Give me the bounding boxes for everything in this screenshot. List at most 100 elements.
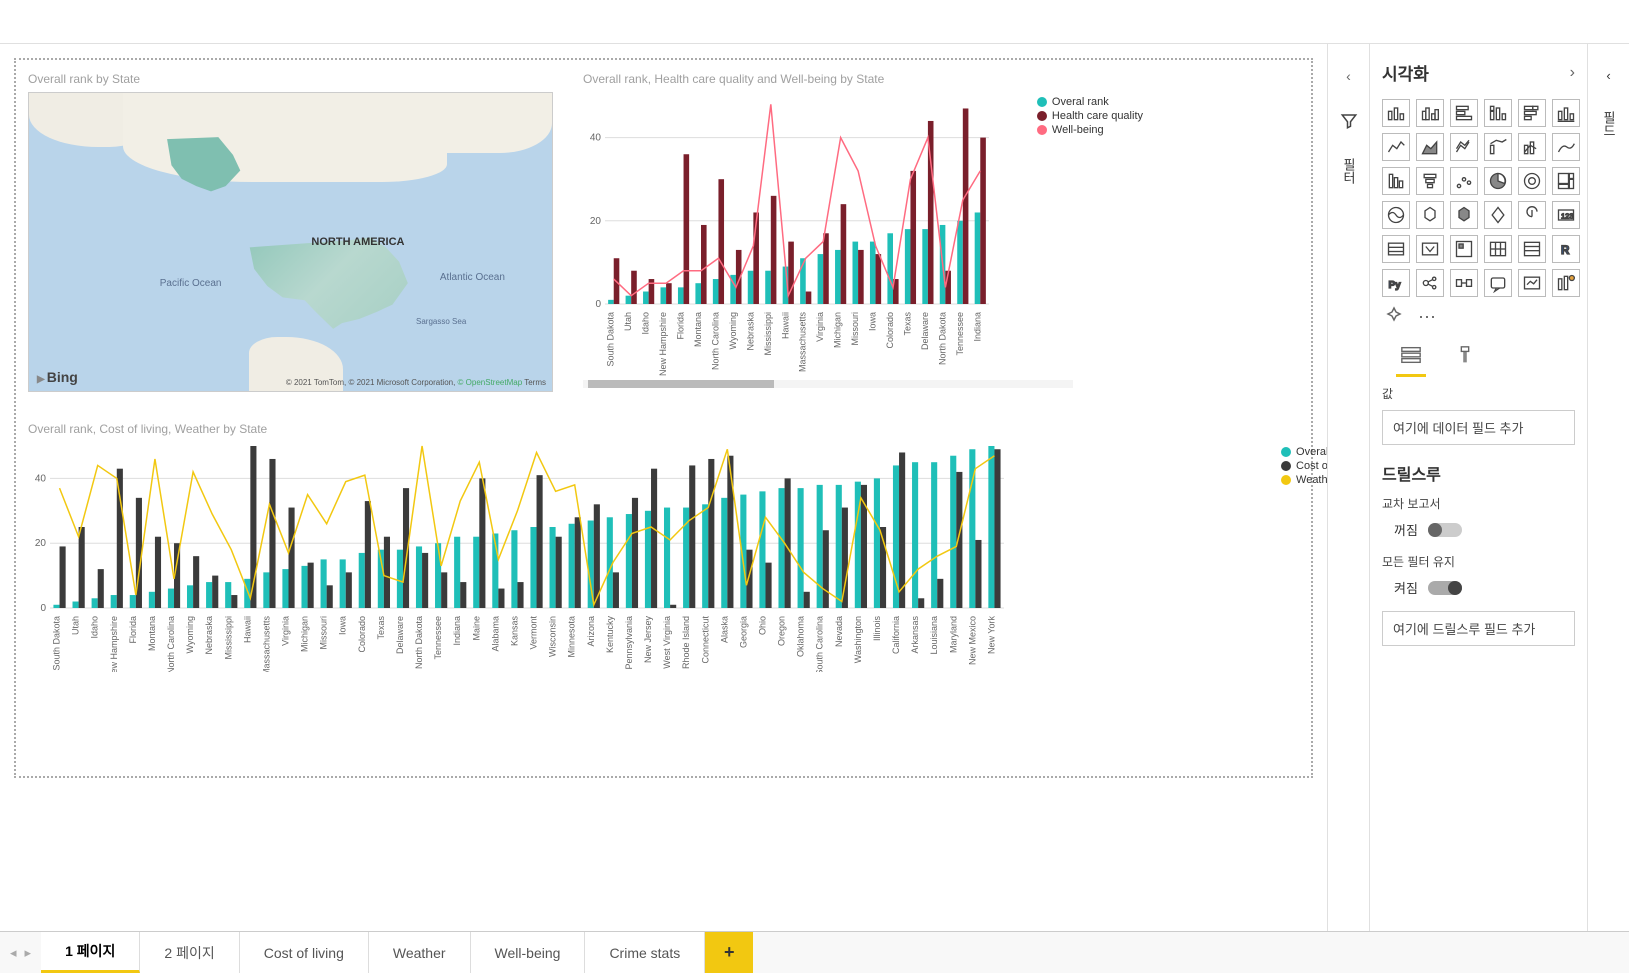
fields-pane-collapsed[interactable]: ‹ 필드 (1587, 44, 1629, 931)
collapse-chevron-icon[interactable]: › (1570, 64, 1575, 82)
viz-type-icon-8[interactable] (1450, 133, 1478, 161)
map-label-atlantic: Atlantic Ocean (440, 272, 505, 283)
viz-type-icon-6[interactable] (1382, 133, 1410, 161)
viz-type-icon-27[interactable] (1484, 235, 1512, 263)
add-page-button[interactable]: + (705, 932, 753, 973)
viz-type-icon-4[interactable] (1518, 99, 1546, 127)
report-canvas: Overall rank by State NORTH AMERICA Paci… (0, 44, 1327, 931)
svg-text:123: 123 (1561, 211, 1574, 220)
viz-type-icon-22[interactable] (1518, 201, 1546, 229)
page-tab[interactable]: Cost of living (240, 932, 369, 973)
svg-text:Delaware: Delaware (920, 312, 930, 350)
canvas-selection[interactable]: Overall rank by State NORTH AMERICA Paci… (14, 58, 1313, 778)
map-label-sargasso: Sargasso Sea (416, 317, 466, 326)
svg-text:Utah: Utah (71, 616, 81, 635)
values-drop-well[interactable]: 여기에 데이터 필드 추가 (1382, 410, 1575, 445)
viz-type-icon-0[interactable] (1382, 99, 1410, 127)
svg-text:R: R (1561, 244, 1570, 257)
viz-type-icon-33[interactable] (1484, 269, 1512, 297)
viz-type-icon-3[interactable] (1484, 99, 1512, 127)
svg-text:South Carolina: South Carolina (815, 616, 825, 672)
chart-bottom-legend: Overal rankCost of livingWeather (1281, 444, 1327, 488)
viz-type-icon-32[interactable] (1450, 269, 1478, 297)
svg-text:Nebraska: Nebraska (204, 616, 214, 655)
svg-text:Alaska: Alaska (719, 616, 729, 643)
filters-pane-collapsed[interactable]: ‹ 필터 (1327, 44, 1369, 931)
page-tab[interactable]: Weather (369, 932, 471, 973)
viz-more-icon[interactable]: ⋯ (1414, 307, 1436, 328)
viz-type-icon-17[interactable] (1552, 167, 1580, 195)
fields-tab-icon[interactable] (1396, 345, 1426, 377)
svg-text:North Carolina: North Carolina (166, 616, 176, 672)
viz-type-icon-20[interactable] (1450, 201, 1478, 229)
viz-type-icon-1[interactable] (1416, 99, 1444, 127)
viz-type-icon-13[interactable] (1416, 167, 1444, 195)
map-visual-container[interactable]: Overall rank by State NORTH AMERICA Paci… (28, 72, 553, 392)
keep-filters-label: 모든 필터 유지 (1382, 553, 1575, 570)
chart-top-scrollbar[interactable] (583, 380, 1073, 388)
combo-chart-bottom[interactable]: Overall rank, Cost of living, Weather by… (28, 422, 1299, 672)
next-page-icon[interactable]: ▸ (25, 945, 32, 961)
svg-text:Mississippi: Mississippi (223, 616, 233, 660)
viz-type-icon-11[interactable] (1552, 133, 1580, 161)
viz-type-icon-5[interactable] (1552, 99, 1580, 127)
svg-text:20: 20 (35, 538, 47, 549)
viz-type-icon-2[interactable] (1450, 99, 1478, 127)
keep-filters-toggle[interactable] (1428, 581, 1462, 595)
svg-text:Nebraska: Nebraska (745, 312, 755, 351)
viz-type-icon-35[interactable] (1552, 269, 1580, 297)
viz-type-icon-9[interactable] (1484, 133, 1512, 161)
svg-text:Tennessee: Tennessee (955, 312, 965, 356)
funnel-icon[interactable] (1340, 112, 1358, 130)
svg-text:Iowa: Iowa (338, 616, 348, 635)
svg-text:20: 20 (590, 216, 602, 227)
viz-type-icon-25[interactable] (1416, 235, 1444, 263)
legend-item: Weather (1281, 474, 1327, 486)
viz-type-icon-28[interactable] (1518, 235, 1546, 263)
custom-viz-icon[interactable] (1382, 305, 1406, 329)
page-tab[interactable]: 1 페이지 (41, 932, 140, 973)
expand-fields-chevron-icon[interactable]: ‹ (1606, 68, 1610, 83)
page-tab[interactable]: Crime stats (585, 932, 705, 973)
map-chart[interactable]: NORTH AMERICA Pacific Ocean Atlantic Oce… (28, 92, 553, 392)
viz-type-icon-7[interactable] (1416, 133, 1444, 161)
prev-page-icon[interactable]: ◂ (10, 945, 17, 961)
viz-type-icon-16[interactable] (1518, 167, 1546, 195)
viz-type-icon-29[interactable]: R (1552, 235, 1580, 263)
page-tab[interactable]: 2 페이지 (140, 932, 239, 973)
viz-type-icon-12[interactable] (1382, 167, 1410, 195)
legend-item: Overal rank (1037, 96, 1143, 108)
svg-text:Massachusetts: Massachusetts (798, 312, 808, 373)
toggle-on-label: 켜짐 (1394, 578, 1418, 597)
viz-type-icon-19[interactable] (1416, 201, 1444, 229)
svg-text:Maine: Maine (471, 616, 481, 641)
svg-text:Alabama: Alabama (490, 616, 500, 652)
viz-type-icon-31[interactable] (1416, 269, 1444, 297)
viz-pane-title: 시각화 (1382, 60, 1429, 85)
svg-text:Wisconsin: Wisconsin (548, 616, 558, 657)
viz-type-icon-24[interactable] (1382, 235, 1410, 263)
viz-type-icon-23[interactable]: 123 (1552, 201, 1580, 229)
expand-chevron-icon[interactable]: ‹ (1346, 68, 1351, 84)
svg-text:Colorado: Colorado (357, 616, 367, 653)
combo-chart-top[interactable]: Overall rank, Health care quality and We… (583, 72, 1073, 392)
scrollbar-thumb[interactable] (588, 380, 774, 388)
drillthrough-drop-well[interactable]: 여기에 드릴스루 필드 추가 (1382, 611, 1575, 646)
page-tab[interactable]: Well-being (471, 932, 586, 973)
svg-text:Montana: Montana (147, 616, 157, 651)
viz-type-icon-21[interactable] (1484, 201, 1512, 229)
svg-text:North Dakota: North Dakota (414, 616, 424, 669)
svg-text:40: 40 (590, 133, 602, 144)
format-tab-icon[interactable] (1450, 345, 1480, 377)
svg-text:Iowa: Iowa (868, 312, 878, 331)
cross-report-toggle[interactable] (1428, 523, 1462, 537)
viz-type-icon-26[interactable] (1450, 235, 1478, 263)
viz-type-icon-18[interactable] (1382, 201, 1410, 229)
viz-type-icon-14[interactable] (1450, 167, 1478, 195)
viz-type-icon-15[interactable] (1484, 167, 1512, 195)
viz-type-icon-30[interactable]: Py (1382, 269, 1410, 297)
legend-item: Overal rank (1281, 446, 1327, 458)
viz-type-icon-34[interactable] (1518, 269, 1546, 297)
viz-type-icon-10[interactable] (1518, 133, 1546, 161)
svg-text:Minnesota: Minnesota (567, 616, 577, 658)
